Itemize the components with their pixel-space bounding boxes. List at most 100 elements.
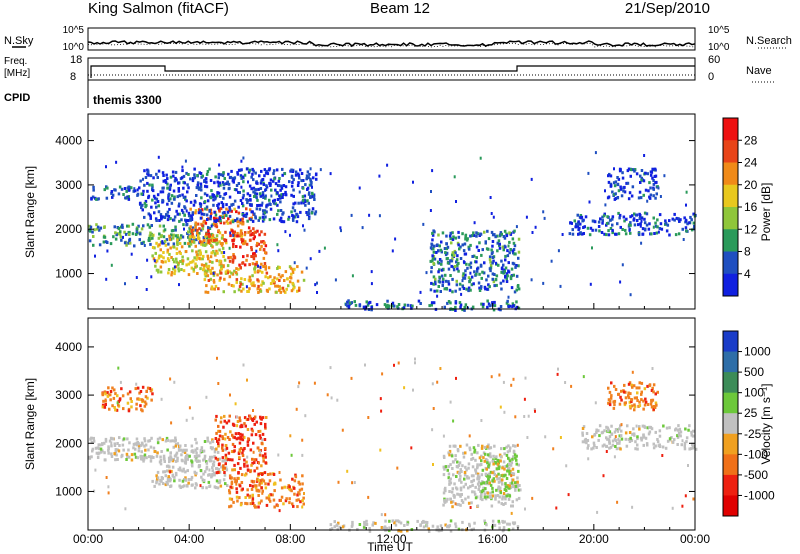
power-cell [450, 264, 453, 268]
power-cell [498, 242, 501, 246]
power-cell [216, 251, 219, 255]
velocity-cell [631, 370, 634, 374]
power-cell [440, 240, 443, 244]
power-cell [245, 242, 249, 246]
power-cell [225, 241, 228, 245]
power-cell [191, 249, 194, 253]
velocity-cell [556, 372, 559, 376]
velocity-cell [253, 422, 256, 426]
power-cell [476, 267, 479, 271]
power-cell [133, 244, 136, 248]
velocity-cell [502, 520, 505, 524]
station-title: King Salmon (fitACF) [88, 0, 229, 17]
velocity-cell [478, 484, 481, 488]
power-cell [656, 218, 659, 222]
power-cell [255, 263, 258, 266]
velocity-cell [463, 477, 466, 481]
velocity-cell [516, 480, 519, 484]
velocity-cell [238, 416, 241, 420]
velocity-cell [587, 457, 590, 461]
power-cell [214, 220, 218, 224]
velocity-colorbar-label: Velocity [m s⁻¹] [759, 383, 773, 464]
power-cell [234, 271, 238, 274]
power-cell [158, 232, 161, 236]
velocity-cell [608, 403, 612, 407]
power-cell [257, 264, 259, 268]
power-cell [601, 221, 604, 225]
velocity-cell [488, 452, 492, 456]
power-cell [262, 248, 266, 252]
velocity-cell [249, 470, 252, 474]
power-cell [618, 167, 622, 171]
power-cell [385, 304, 388, 308]
velocity-cell [260, 481, 263, 485]
power-cell [195, 253, 199, 257]
velocity-cell [142, 459, 145, 463]
power-colorbar-tick-label: 4 [744, 267, 751, 281]
power-cell [515, 225, 518, 229]
power-cell [183, 241, 187, 245]
power-cell [251, 274, 254, 278]
power-cell [492, 280, 496, 284]
velocity-cell [267, 494, 271, 498]
power-cell [162, 224, 165, 228]
power-cell [230, 203, 233, 207]
power-cell [235, 272, 239, 276]
power-cell [258, 269, 262, 273]
power-cell [195, 222, 198, 226]
power-cell [242, 214, 245, 218]
velocity-cell [470, 474, 474, 478]
power-cell [210, 285, 214, 289]
velocity-cell [188, 406, 191, 410]
power-cell [291, 271, 295, 274]
power-cell [458, 287, 462, 291]
velocity-cell [333, 525, 336, 529]
velocity-cell [397, 529, 400, 533]
power-colorbar-segment [723, 229, 738, 252]
velocity-cell [168, 476, 171, 480]
power-cell [507, 295, 510, 299]
velocity-cell [228, 458, 232, 462]
power-cell [503, 270, 506, 274]
velocity-cell [449, 519, 453, 523]
velocity-cell [635, 386, 638, 390]
velocity-cell [489, 470, 493, 474]
velocity-cell [194, 448, 197, 452]
velocity-cell [460, 499, 464, 502]
power-cell [690, 218, 693, 222]
power-cell [188, 244, 191, 248]
velocity-cell [104, 403, 107, 406]
power-cell [252, 190, 255, 194]
power-cell [296, 184, 300, 187]
velocity-cell [515, 498, 519, 502]
power-cell [490, 230, 494, 234]
power-cell [620, 194, 624, 198]
power-cell [516, 285, 520, 288]
power-cell [461, 308, 464, 312]
velocity-cell [151, 392, 154, 396]
power-cell [481, 270, 484, 274]
velocity-cell [151, 479, 154, 483]
velocity-cell [471, 490, 474, 494]
velocity-cell [293, 492, 296, 496]
power-cell [436, 260, 439, 264]
power-cell [303, 194, 307, 198]
velocity-cell [113, 406, 116, 409]
power-cell [465, 238, 469, 242]
velocity-cell [313, 381, 316, 385]
power-cell [240, 168, 243, 172]
velocity-cell [221, 448, 225, 452]
velocity-cell [260, 473, 264, 476]
power-cell [264, 215, 267, 219]
power-cell [316, 291, 318, 294]
power-cell [463, 308, 466, 312]
power-cell [245, 212, 249, 216]
velocity-cell [517, 488, 521, 492]
velocity-cell [616, 500, 619, 504]
power-cell [221, 211, 224, 215]
power-cell [267, 266, 271, 270]
velocity-cell [208, 473, 211, 477]
velocity-cell [442, 473, 446, 477]
power-cell [111, 195, 114, 199]
velocity-cell [448, 453, 451, 457]
